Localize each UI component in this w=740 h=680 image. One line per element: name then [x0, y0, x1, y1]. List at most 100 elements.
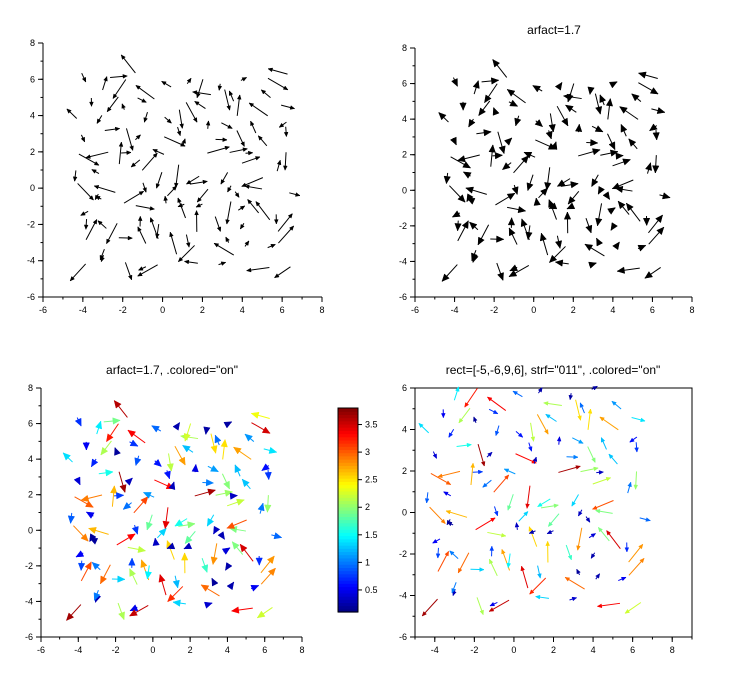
x-tick-label: 4	[610, 305, 615, 315]
arrow-head	[196, 92, 201, 99]
arrow-head	[568, 394, 574, 401]
colorbar-cell	[338, 532, 358, 537]
arrow-head	[75, 550, 85, 558]
arrow-head	[227, 187, 232, 193]
arrow-head	[203, 426, 211, 435]
arrow-head	[438, 112, 447, 121]
arrow-head	[493, 510, 499, 517]
arrow-head	[67, 515, 75, 524]
x-tick-label: 0	[511, 645, 516, 655]
x-tick-label: 4	[240, 305, 245, 315]
colorbar-cell	[338, 557, 358, 562]
arrow-head	[227, 124, 233, 129]
arrow-head	[287, 213, 293, 219]
arrow-head	[289, 225, 295, 231]
arrow-head	[140, 496, 149, 505]
colorbar-cell	[338, 506, 358, 511]
arrow-head	[638, 543, 644, 550]
colorbar-cell	[338, 497, 358, 502]
y-tick-label: -2	[25, 561, 33, 571]
arrow-head	[495, 430, 500, 437]
arrow-head	[662, 192, 671, 200]
arrow-head	[231, 541, 240, 550]
arrow-head	[620, 576, 627, 582]
x-tick-label: -2	[490, 305, 498, 315]
arrow-head	[454, 223, 462, 232]
arrow-head	[457, 194, 466, 203]
arrow-head	[523, 151, 533, 159]
colorbar-cell	[338, 484, 358, 489]
colorbar-cell	[338, 522, 358, 527]
x-tick-label: -6	[411, 305, 419, 315]
arrow-head	[144, 571, 152, 580]
arrow-head	[274, 273, 280, 279]
colorbar-cell	[338, 465, 358, 470]
arrow-head	[137, 545, 147, 553]
arrow-head	[278, 122, 285, 128]
colorbar-tick-label: 2	[365, 502, 370, 512]
arrow-head	[250, 411, 260, 419]
arrow-head	[498, 145, 506, 155]
arrow-head	[528, 446, 533, 452]
arrow-head	[192, 117, 198, 123]
arrow-head	[457, 567, 463, 574]
arrow-head	[69, 276, 75, 282]
arrow-head	[607, 207, 616, 215]
arrow-head	[244, 433, 253, 442]
arrow-head	[587, 86, 595, 96]
x-tick-label: -2	[112, 645, 120, 655]
colorbar: 0.5 1 1.5 2 2.5 3 3.5	[337, 407, 378, 613]
arrow-head	[141, 98, 147, 103]
arrow-head	[435, 553, 441, 559]
colorbar-cell	[338, 554, 358, 559]
arrow-head	[537, 387, 543, 393]
arrow-head	[110, 485, 118, 494]
y-tick-label: 2	[30, 147, 35, 157]
colorbar-cell	[338, 503, 358, 508]
arrow-head	[472, 80, 480, 89]
arrow-head	[494, 152, 504, 160]
arrow-head	[221, 547, 231, 555]
arrow-head	[441, 273, 450, 282]
arrow-head	[547, 521, 553, 527]
arrow-head	[593, 466, 599, 472]
arrow-head	[220, 261, 227, 266]
arrow-head	[122, 74, 128, 79]
arrow-head	[448, 432, 454, 438]
arrow-head	[509, 99, 519, 107]
arrow-head	[152, 149, 158, 154]
plot-frame	[414, 387, 693, 638]
arrow-head	[639, 557, 645, 564]
x-tick-label: -2	[470, 645, 478, 655]
arrow-head	[81, 76, 87, 83]
arrow-head	[236, 498, 245, 506]
arrow-head	[596, 603, 603, 609]
arrow-head	[234, 192, 240, 198]
arrow-head	[606, 530, 612, 536]
arrow-head	[520, 155, 529, 164]
arrow-head	[66, 612, 75, 621]
y-tick-label: -4	[399, 591, 407, 601]
arrow-head	[503, 468, 510, 473]
arrow-head	[502, 162, 511, 171]
arrow-head	[490, 77, 500, 85]
y-tick-label: -6	[27, 292, 35, 302]
arrow-head	[220, 438, 228, 448]
colorbar-cell	[338, 525, 358, 530]
arrow-head	[182, 445, 191, 453]
arrow-head	[570, 181, 579, 189]
colorbar-cell	[338, 443, 358, 447]
arrow-head	[525, 231, 533, 241]
arrow-head	[484, 94, 492, 104]
arrow-head	[177, 197, 182, 203]
arrow-head	[213, 242, 220, 248]
arrow-head	[83, 224, 89, 230]
colorbar-cell	[338, 545, 358, 549]
x-tick-label: 2	[188, 645, 193, 655]
colorbar-tick-label: 0.5	[365, 585, 378, 595]
arrow-head	[266, 555, 275, 565]
arrow-head	[421, 611, 427, 617]
arrow-head	[201, 564, 209, 573]
arrow-head	[210, 556, 218, 566]
arrow-head	[270, 244, 276, 249]
